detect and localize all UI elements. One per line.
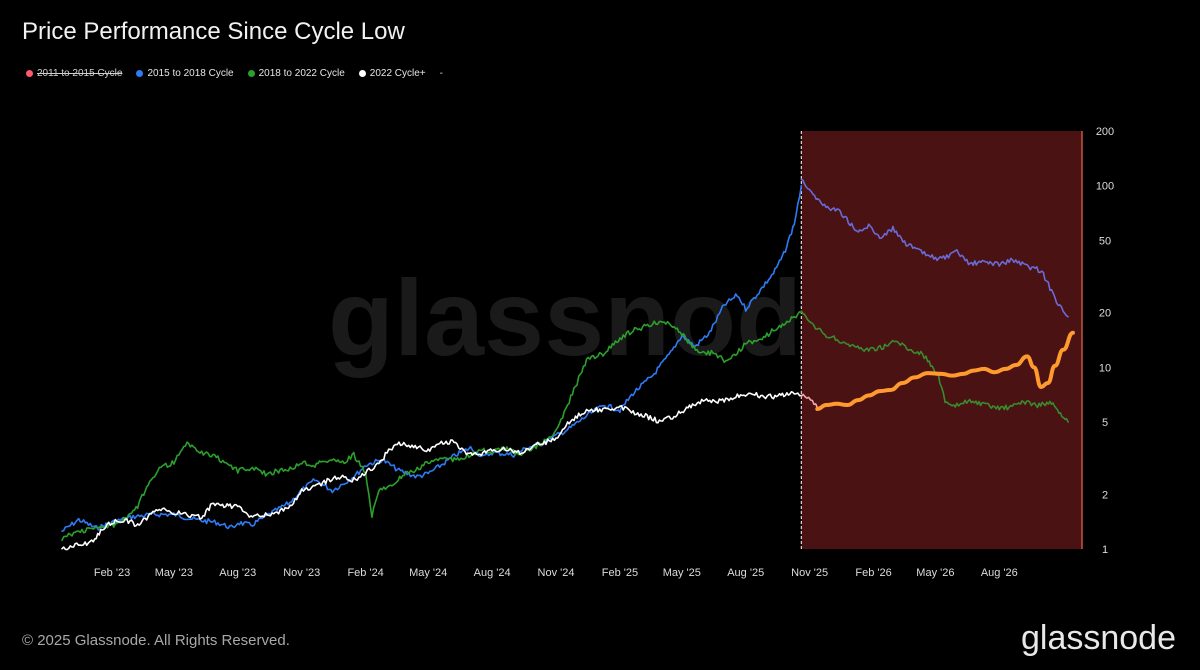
series-line-4 — [61, 391, 803, 551]
chart-watermark: glassnode — [328, 257, 862, 378]
y-tick-label: 20 — [1099, 308, 1111, 320]
y-axis: 1 2 5 10 20 50 100 200 — [1096, 126, 1114, 556]
series-line-0 — [61, 184, 803, 533]
series-line-3 — [800, 310, 1069, 423]
x-tick-label: Nov '25 — [791, 567, 828, 579]
series-line-2 — [61, 311, 803, 542]
series-layer — [61, 178, 1075, 551]
chart-legend: 2011 to 2015 Cycle 2015 to 2018 Cycle 20… — [26, 68, 443, 79]
series-line-1 — [800, 178, 1069, 318]
legend-label: 2022 Cycle+ — [369, 68, 426, 79]
series-line-6 — [815, 330, 1075, 411]
legend-dot — [358, 70, 366, 77]
legend-item-2018-2022[interactable]: 2018 to 2022 Cycle — [247, 68, 345, 79]
legend-item-2015-2018[interactable]: 2015 to 2018 Cycle — [136, 68, 234, 79]
legend-label: 2018 to 2022 Cycle — [258, 68, 345, 79]
x-tick-label: Nov '24 — [538, 567, 575, 579]
x-tick-label: May '23 — [155, 567, 193, 579]
shaded-projection-region — [800, 131, 1083, 549]
x-tick-label: Feb '25 — [602, 567, 638, 579]
y-tick-label: 200 — [1096, 126, 1114, 138]
legend-extra: - — [439, 68, 443, 79]
legend-dot — [136, 70, 144, 77]
projection-region — [801, 131, 1082, 549]
y-tick-label: 10 — [1099, 362, 1111, 374]
x-tick-label: May '25 — [663, 567, 701, 579]
y-tick-label: 1 — [1102, 544, 1108, 556]
copyright-footer: © 2025 Glassnode. All Rights Reserved. — [22, 632, 290, 649]
x-tick-label: May '26 — [916, 567, 954, 579]
legend-item-2022-cycle[interactable]: 2022 Cycle+ — [358, 68, 426, 79]
x-tick-label: Feb '24 — [347, 567, 383, 579]
brand-logo: glassnode — [1020, 619, 1176, 657]
y-tick-label: 50 — [1099, 235, 1111, 247]
x-tick-label: Nov '23 — [283, 567, 320, 579]
x-tick-label: Aug '25 — [727, 567, 764, 579]
x-tick-label: Aug '24 — [474, 567, 511, 579]
x-axis: Feb '23 May '23 Aug '23 Nov '23 Feb '24 May '… — [94, 567, 1018, 579]
y-tick-label: 2 — [1102, 489, 1108, 501]
x-tick-label: May '24 — [409, 567, 447, 579]
x-tick-label: Feb '23 — [94, 567, 130, 579]
y-tick-label: 100 — [1096, 181, 1114, 193]
legend-dot — [26, 70, 33, 77]
series-line-5 — [800, 393, 819, 409]
y-tick-label: 5 — [1102, 417, 1108, 429]
page-title: Price Performance Since Cycle Low — [22, 18, 405, 45]
legend-item-2011-2015[interactable]: 2011 to 2015 Cycle — [26, 68, 122, 79]
x-tick-label: Aug '23 — [219, 567, 256, 579]
legend-label: 2015 to 2018 Cycle — [147, 68, 234, 79]
x-tick-label: Feb '26 — [855, 567, 891, 579]
legend-label: 2011 to 2015 Cycle — [37, 68, 123, 79]
x-tick-label: Aug '26 — [981, 567, 1018, 579]
legend-dot — [247, 70, 255, 77]
